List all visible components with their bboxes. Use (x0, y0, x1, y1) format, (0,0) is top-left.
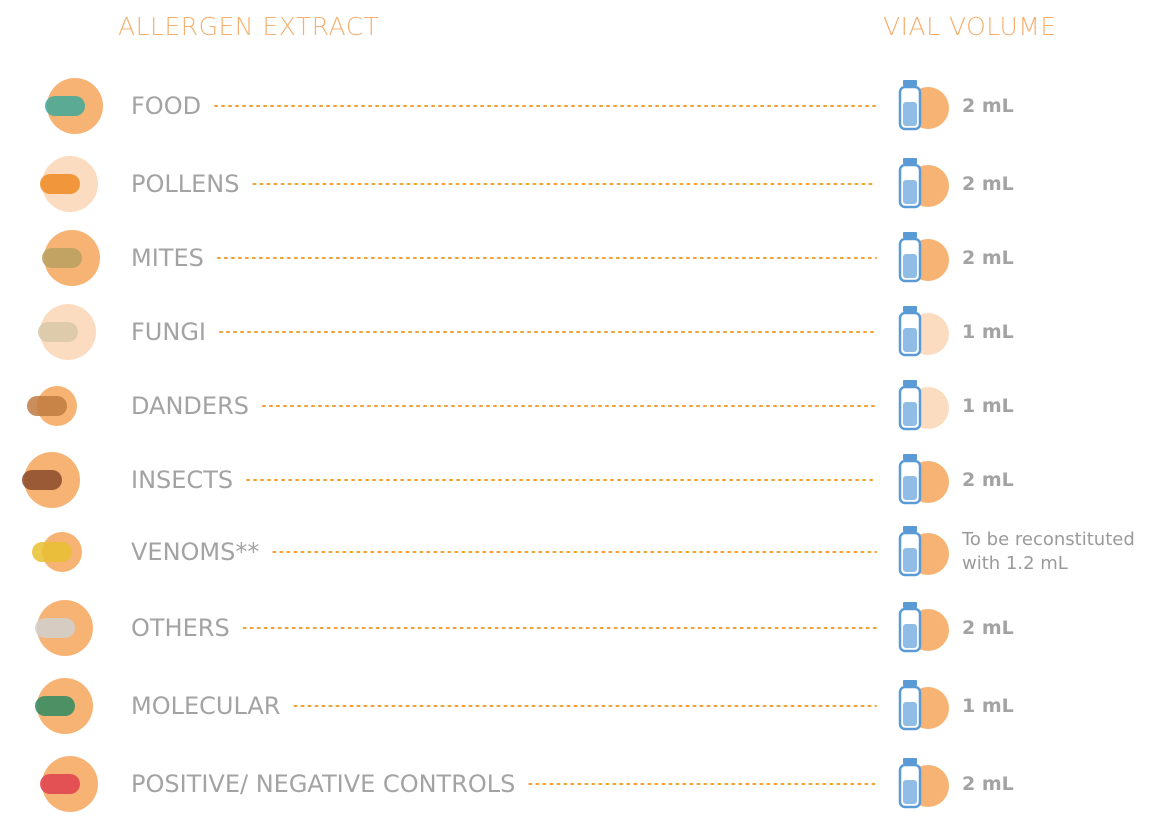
vial-liquid (903, 180, 917, 204)
vial-liquid (903, 328, 917, 352)
vial-cap (903, 158, 917, 164)
row-name: INSECTS (131, 466, 234, 494)
vial-liquid (903, 702, 917, 726)
icon-shape (45, 96, 85, 116)
row-name: DANDERS (131, 392, 249, 420)
vial-cap (903, 758, 917, 764)
row-name: FUNGI (131, 318, 206, 346)
row-volume: 2 mL (962, 95, 1014, 117)
icon-shape (35, 696, 75, 716)
icon-shape (42, 248, 82, 268)
vial-cap (903, 306, 917, 312)
row-name: POLLENS (131, 170, 240, 198)
row-name: MITES (131, 244, 204, 272)
row-name: VENOMS** (131, 538, 260, 566)
icon-shape (35, 618, 75, 638)
row-volume: 1 mL (962, 321, 1014, 343)
vial-liquid (903, 548, 917, 572)
vial-liquid (903, 476, 917, 500)
header-volume: VIAL VOLUME (883, 12, 1057, 41)
vial-cap (903, 680, 917, 686)
row-volume: 2 mL (962, 469, 1014, 491)
vial-liquid (903, 254, 917, 278)
vial-liquid (903, 402, 917, 426)
icon-shape (40, 774, 80, 794)
row-volume: 1 mL (962, 695, 1014, 717)
row-volume: 2 mL (962, 617, 1014, 639)
vial-cap (903, 232, 917, 238)
vial-liquid (903, 624, 917, 648)
row-name: FOOD (131, 92, 202, 120)
row-volume: 2 mL (962, 773, 1014, 795)
vial-cap (903, 602, 917, 608)
icon-shape (22, 470, 62, 490)
row-volume: To be reconstituted with 1.2 mL (962, 529, 1135, 574)
icon-shape (32, 542, 72, 562)
vial-cap (903, 526, 917, 532)
vial-cap (903, 380, 917, 386)
icon-shape (38, 322, 78, 342)
vial-liquid (903, 102, 917, 126)
header-extract: ALLERGEN EXTRACT (118, 12, 380, 41)
vial-cap (903, 80, 917, 86)
vial-cap (903, 454, 917, 460)
vial-liquid (903, 780, 917, 804)
row-name: POSITIVE/ NEGATIVE CONTROLS (131, 770, 516, 798)
row-name: MOLECULAR (131, 692, 281, 720)
row-name: OTHERS (131, 614, 230, 642)
icon-shape (27, 396, 67, 416)
icon-shape (40, 174, 80, 194)
row-volume: 2 mL (962, 247, 1014, 269)
row-volume: 1 mL (962, 395, 1014, 417)
row-volume: 2 mL (962, 173, 1014, 195)
